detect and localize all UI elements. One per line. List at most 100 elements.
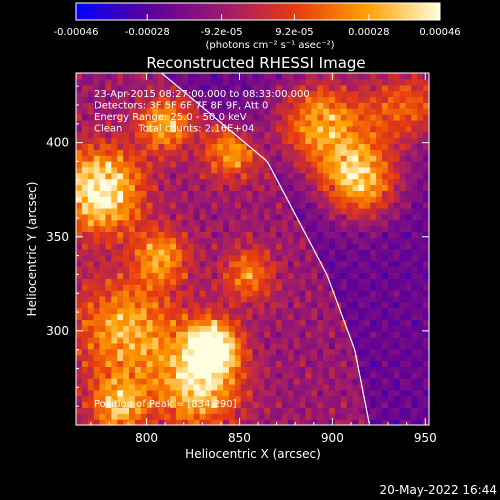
heatmap-cell [317,90,324,98]
heatmap-cell [146,102,154,109]
heatmap-cell [99,190,107,197]
heatmap-cell [364,219,371,227]
heatmap-cell [393,266,401,274]
heatmap-cell [340,266,348,274]
heatmap-cell [370,413,377,420]
heatmap-cell [99,166,107,174]
heatmap-cell [128,389,136,397]
heatmap-cell [346,90,354,98]
heatmap-cell [287,207,295,215]
heatmap-cell [181,378,189,385]
heatmap-cell [405,161,412,168]
heatmap-cell [199,149,207,156]
heatmap-cell [328,96,336,103]
heatmap-cell [193,254,201,262]
heatmap-cell [334,96,342,103]
heatmap-cell [234,143,242,150]
heatmap-cell [164,366,171,373]
heatmap-cell [146,149,154,156]
heatmap-cell [246,354,254,362]
heatmap-cell [193,272,201,279]
heatmap-cell [81,348,89,356]
heatmap-cell [123,125,130,133]
heatmap-cell [264,202,271,209]
heatmap-cell [140,284,148,291]
heatmap-cell [264,413,271,420]
heatmap-cell [134,331,142,338]
heatmap-cell [217,319,224,326]
heatmap-cell [399,213,407,221]
heatmap-cell [311,73,318,80]
heatmap-cell [99,272,107,279]
heatmap-cell [123,213,130,221]
heatmap-cell [387,366,395,373]
heatmap-cell [128,78,136,86]
heatmap-cell [411,372,418,379]
heatmap-cell [381,295,389,303]
heatmap-cell [264,114,271,121]
heatmap-cell [211,419,218,426]
heatmap-cell [281,237,289,244]
heatmap-cell [358,243,365,250]
heatmap-cell [152,295,159,303]
heatmap-cell [164,166,171,174]
heatmap-cell [311,155,318,162]
heatmap-cell [317,407,324,414]
heatmap-cell [387,243,395,250]
heatmap-cell [287,131,295,139]
heatmap-cell [187,260,195,268]
heatmap-cell [134,278,142,285]
heatmap-cell [264,254,271,262]
heatmap-cell [123,73,130,80]
heatmap-cell [370,161,377,168]
heatmap-cell [423,166,430,174]
heatmap-cell [334,272,342,279]
heatmap-cell [323,401,330,408]
heatmap-cell [134,366,142,373]
heatmap-cell [311,202,318,209]
heatmap-cell [287,161,295,168]
heatmap-cell [199,78,207,86]
heatmap-cell [117,143,124,150]
heatmap-cell [181,372,189,379]
heatmap-cell [305,401,312,408]
heatmap-cell [170,337,177,344]
heatmap-cell [352,325,359,332]
heatmap-cell [234,372,242,379]
heatmap-cell [87,243,95,250]
heatmap-cell [381,161,389,168]
heatmap-cell [223,295,230,303]
heatmap-cell [311,225,318,232]
heatmap-cell [211,202,218,209]
heatmap-cell [76,348,83,356]
heatmap-cell [134,372,142,379]
heatmap-cell [199,325,207,332]
heatmap-cell [411,284,418,291]
heatmap-cell [387,337,395,344]
heatmap-cell [317,372,324,379]
heatmap-cell [117,266,124,274]
heatmap-cell [328,207,336,215]
heatmap-cell [340,254,348,262]
heatmap-cell [164,342,171,350]
heatmap-cell [187,190,195,197]
heatmap-cell [234,284,242,291]
heatmap-cell [123,360,130,367]
heatmap-cell [376,225,383,232]
heatmap-cell [76,149,83,156]
heatmap-cell [234,383,242,391]
heatmap-cell [305,96,312,103]
heatmap-cell [399,260,407,268]
heatmap-cell [187,225,195,232]
heatmap-cell [399,313,407,320]
heatmap-cell [317,172,324,180]
heatmap-cell [228,96,236,103]
heatmap-cell [140,254,148,262]
heatmap-cell [281,260,289,268]
heatmap-cell [187,272,195,279]
heatmap-cell [405,155,412,162]
heatmap-cell [152,119,159,127]
heatmap-cell [99,389,107,397]
heatmap-cell [134,184,142,191]
heatmap-cell [423,137,430,144]
